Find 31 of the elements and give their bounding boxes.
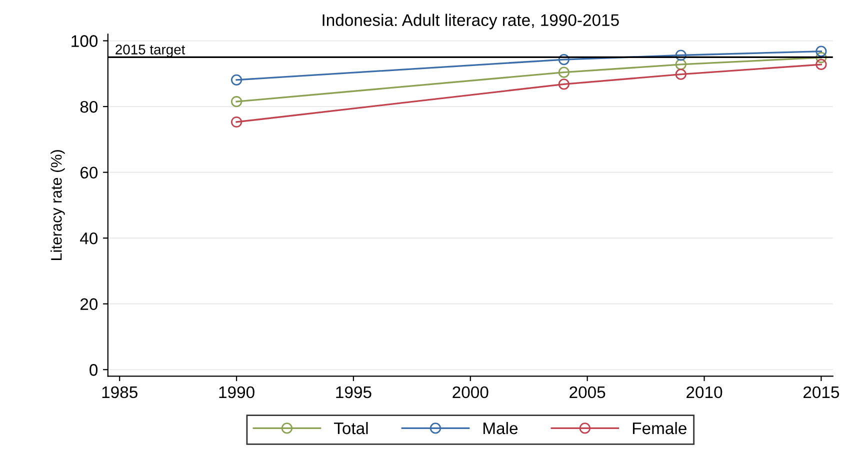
point xyxy=(230,116,242,128)
x-tick-label: 2010 xyxy=(686,386,722,398)
point xyxy=(558,54,570,66)
y-tick-label: 40 xyxy=(80,232,98,244)
x-tick-label: 1995 xyxy=(336,386,372,398)
point xyxy=(558,78,570,90)
point xyxy=(675,50,686,61)
legend-label: Female xyxy=(632,422,686,434)
point xyxy=(230,96,242,108)
point xyxy=(675,58,686,70)
legend-label: Male xyxy=(484,422,518,434)
point xyxy=(558,66,570,78)
x-tick-label: 2015 xyxy=(803,386,840,398)
chart-title: Indonesia: Adult literacy rate, 1990-2015 xyxy=(322,14,619,30)
y-tick-label: 80 xyxy=(80,100,98,113)
point xyxy=(230,74,242,86)
x-tick-label: 1985 xyxy=(102,386,138,398)
x-tick-label: 2000 xyxy=(452,386,488,398)
y-tick-label: 20 xyxy=(80,298,98,310)
point xyxy=(816,52,827,64)
y-tick-label: 60 xyxy=(80,166,98,179)
point xyxy=(675,68,686,80)
legend-label: Total xyxy=(334,422,368,434)
y-tick-label: 100 xyxy=(72,35,98,47)
point xyxy=(816,58,827,70)
y-axis-title: Literacy rate (%) xyxy=(50,150,65,260)
ref-line-label: 2015 target xyxy=(116,44,186,58)
point xyxy=(816,46,827,57)
y-tick-label: 0 xyxy=(90,364,98,376)
x-tick-label: 1990 xyxy=(219,386,254,398)
x-tick-label: 2005 xyxy=(570,386,606,398)
